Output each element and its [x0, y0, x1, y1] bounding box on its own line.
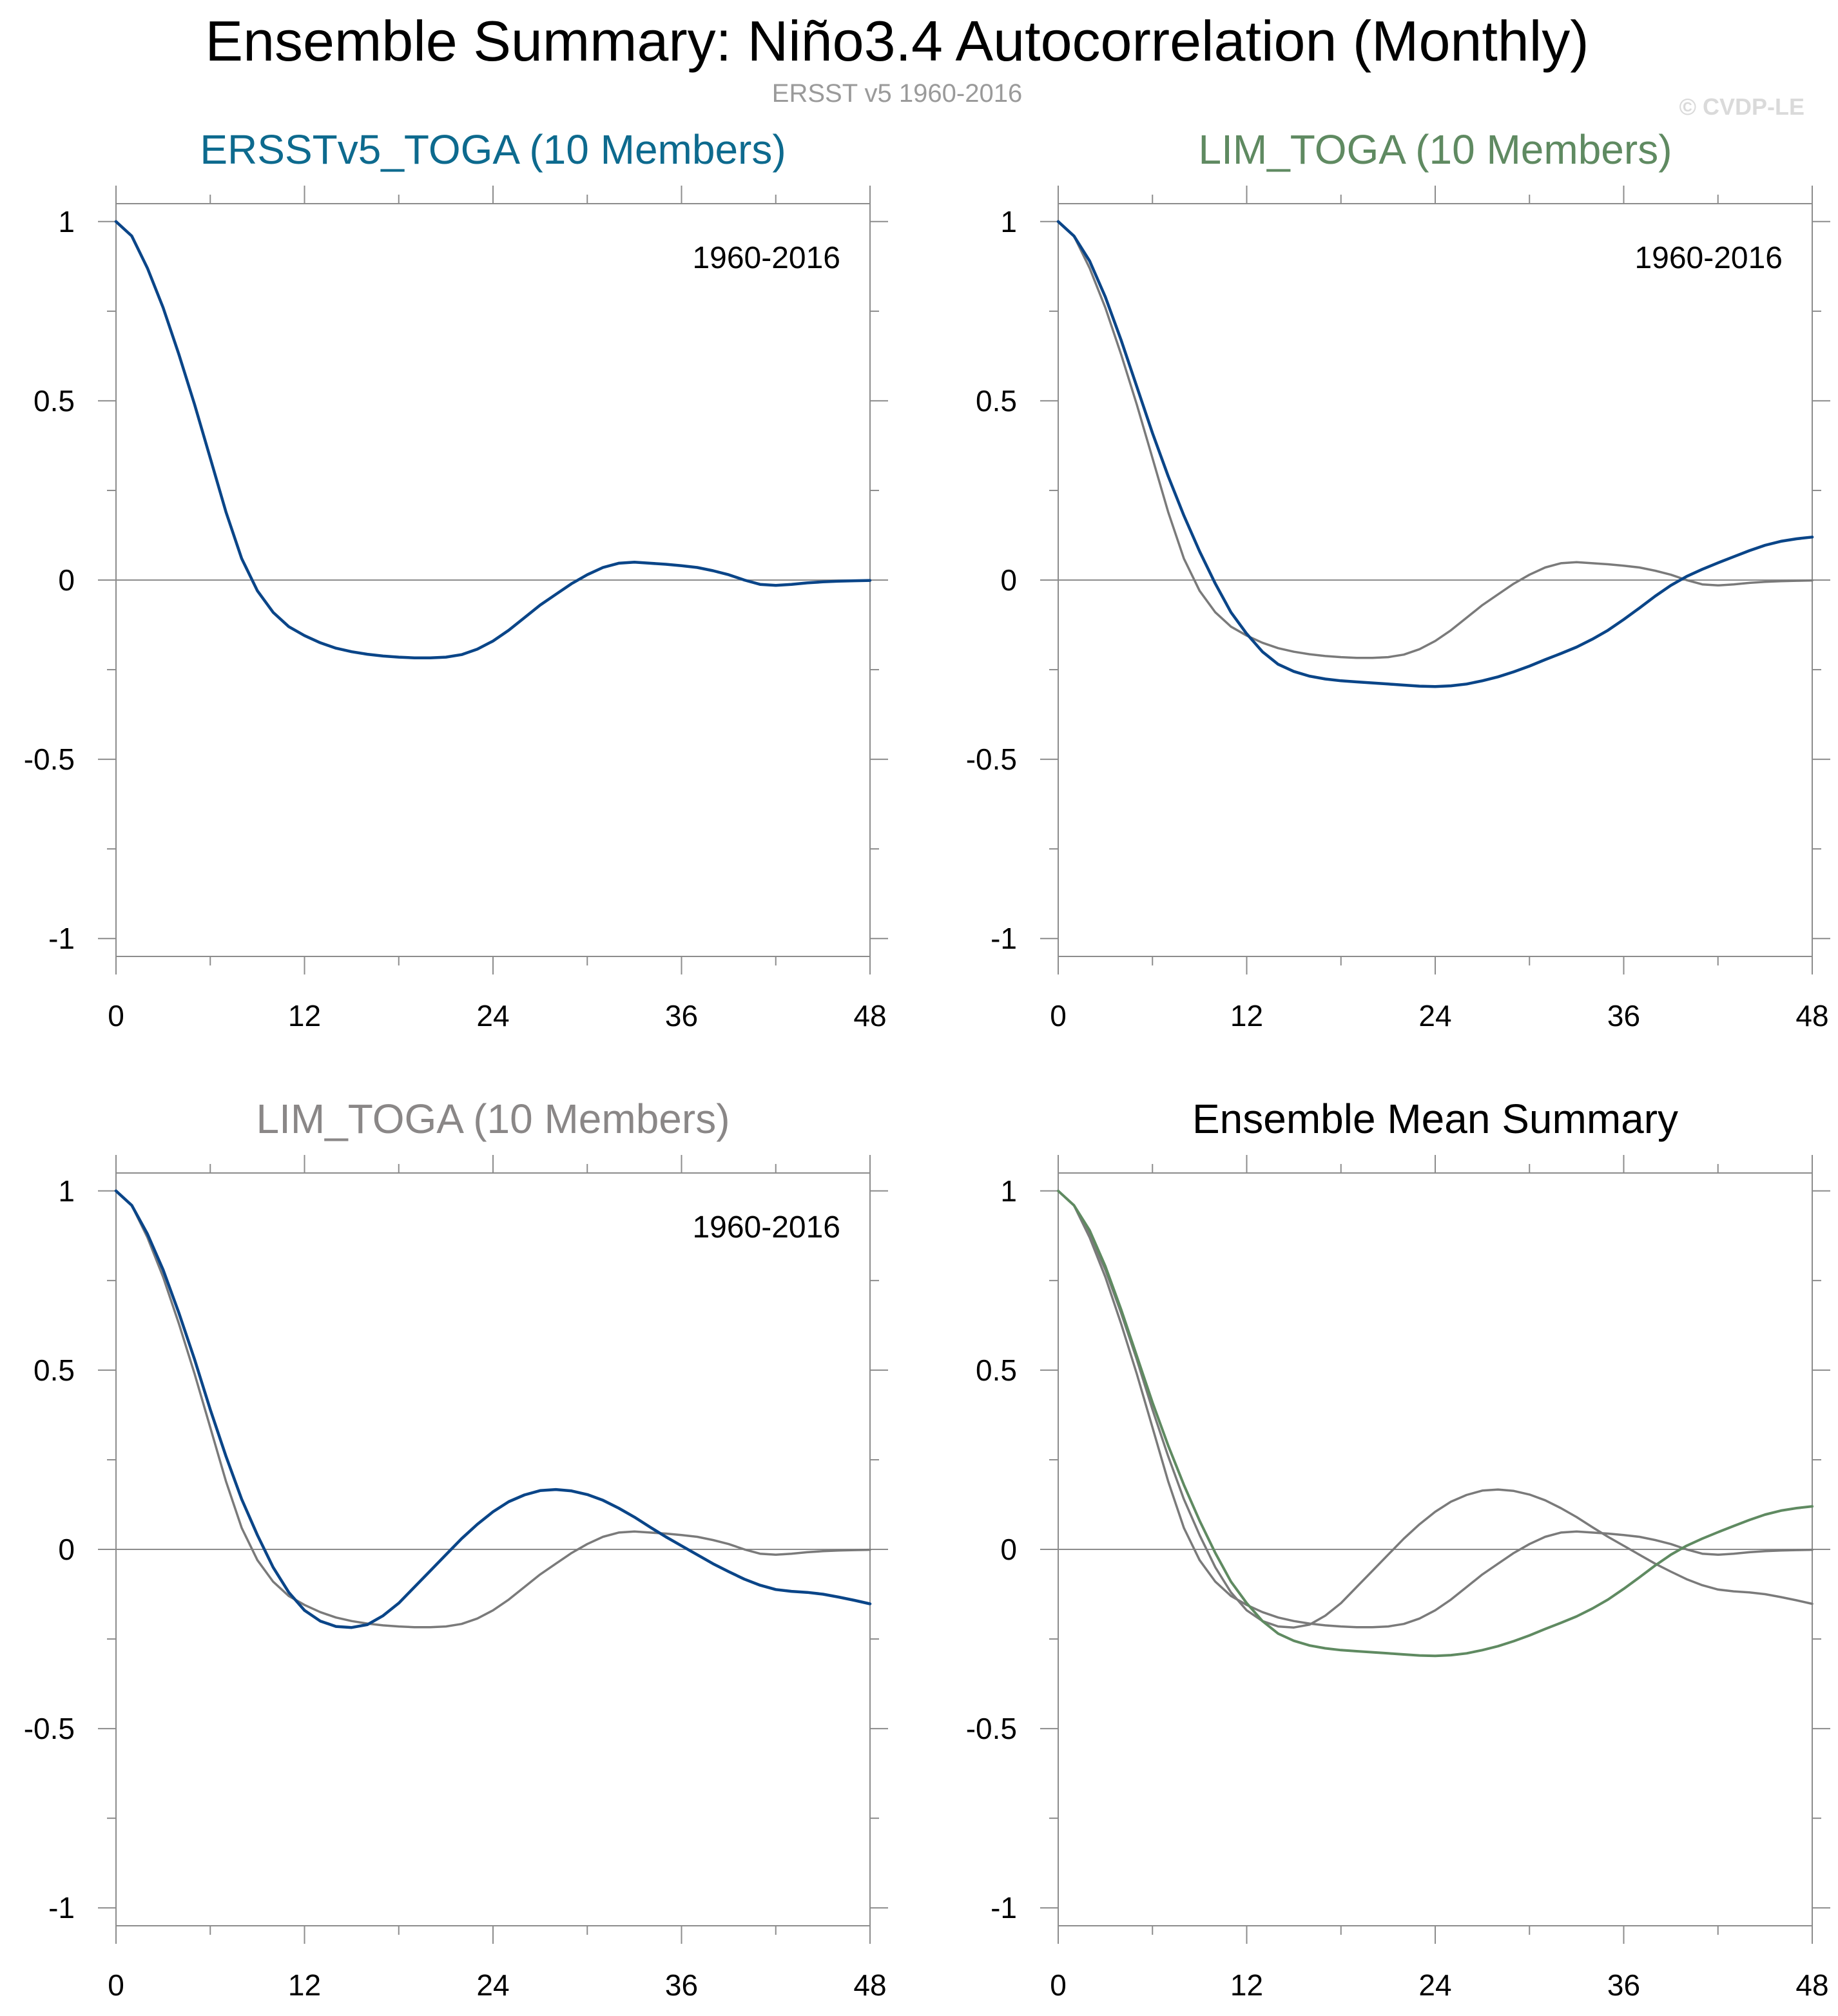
- y-tick-label: 0.5: [34, 384, 75, 418]
- series-line-3: [1057, 1189, 1814, 1658]
- x-tick-label: 48: [853, 999, 886, 1032]
- series-line-2: [114, 1189, 872, 1629]
- x-tick-label: 12: [288, 1968, 321, 2002]
- y-tick-label: 0: [1000, 1533, 1017, 1566]
- x-tick-label: 24: [1418, 999, 1451, 1032]
- y-tick-label: 0.5: [34, 1353, 75, 1387]
- x-tick-label: 24: [476, 1968, 509, 2002]
- x-tick-label: 36: [665, 1968, 698, 2002]
- y-tick-label: 1: [1000, 1174, 1017, 1208]
- x-tick-label: 36: [1607, 999, 1640, 1032]
- x-tick-label: 0: [108, 1968, 124, 2002]
- series-line-1: [114, 220, 872, 659]
- y-tick-label: -0.5: [966, 1712, 1017, 1745]
- y-tick-label: 0: [1000, 563, 1017, 597]
- y-tick-label: -0.5: [966, 742, 1017, 776]
- x-tick-label: 24: [476, 999, 509, 1032]
- period-annotation: 1960-2016: [1634, 241, 1783, 275]
- series-line-2: [1056, 220, 1814, 688]
- x-tick-label: 12: [288, 999, 321, 1032]
- panel-title: LIM_TOGA (10 Members): [1198, 126, 1672, 173]
- y-tick-label: -1: [991, 1891, 1017, 1924]
- x-tick-label: 0: [1050, 1968, 1067, 2002]
- series-line-2: [1057, 1190, 1814, 1629]
- y-tick-label: 0: [58, 1533, 75, 1566]
- series-line-1: [1057, 1190, 1814, 1629]
- x-tick-label: 36: [665, 999, 698, 1032]
- x-tick-label: 0: [1050, 999, 1067, 1032]
- figure-subtitle: ERSST v5 1960-2016: [772, 79, 1022, 108]
- y-tick-label: 1: [58, 1174, 75, 1208]
- figure-title: Ensemble Summary: Niño3.4 Autocorrelatio…: [205, 9, 1589, 73]
- x-tick-label: 36: [1607, 1968, 1640, 2002]
- x-tick-label: 24: [1418, 1968, 1451, 2002]
- y-tick-label: 0.5: [976, 1353, 1017, 1387]
- y-tick-label: 1: [58, 205, 75, 238]
- y-tick-label: -1: [991, 922, 1017, 955]
- chart-panel-3: LIM_TOGA (10 Members) 1 0.5 0 -0.5 -1 0 12 24 36 4…: [24, 1096, 888, 2002]
- x-tick-label: 12: [1230, 999, 1263, 1032]
- series-line-1: [115, 1190, 871, 1629]
- x-tick-label: 48: [1795, 999, 1828, 1032]
- chart-panel-4: Ensemble Mean Summary 1 0.5 0 -0.5 -1 0 12 24 36 4…: [966, 1096, 1830, 2002]
- x-tick-label: 48: [853, 1968, 886, 2002]
- x-tick-label: 0: [108, 999, 124, 1032]
- y-tick-label: 0.5: [976, 384, 1017, 418]
- panels: ERSSTv5_TOGA (10 Members) 1 0.5 0 -0.5 -1 0 12 2…: [24, 126, 1830, 2002]
- y-tick-label: 0: [58, 563, 75, 597]
- y-tick-label: -0.5: [24, 742, 75, 776]
- panel-title: LIM_TOGA (10 Members): [256, 1096, 730, 1142]
- y-tick-label: -1: [48, 922, 75, 955]
- chart-panel-2: LIM_TOGA (10 Members) 1 0.5 0 -0.5 -1 0 12 24 36 4…: [966, 126, 1830, 1032]
- y-tick-label: -1: [48, 1891, 75, 1924]
- panel-title: Ensemble Mean Summary: [1192, 1096, 1678, 1142]
- y-tick-label: 1: [1000, 205, 1017, 238]
- copyright-watermark: © CVDP-LE: [1679, 93, 1804, 120]
- period-annotation: 1960-2016: [692, 241, 840, 275]
- y-tick-label: -0.5: [24, 1712, 75, 1745]
- panel-title: ERSSTv5_TOGA (10 Members): [200, 126, 786, 173]
- series-line-1: [1057, 220, 1814, 659]
- chart-panel-1: ERSSTv5_TOGA (10 Members) 1 0.5 0 -0.5 -1 0 12 2…: [24, 126, 888, 1032]
- x-tick-label: 48: [1795, 1968, 1828, 2002]
- period-annotation: 1960-2016: [692, 1210, 840, 1245]
- x-tick-label: 12: [1230, 1968, 1263, 2002]
